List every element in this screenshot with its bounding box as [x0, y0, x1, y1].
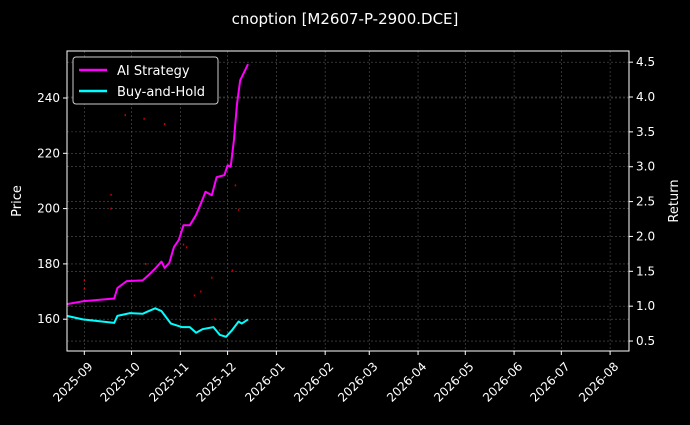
legend-label-ai-strategy: AI Strategy — [117, 64, 190, 79]
y-right-tick-label: 3.5 — [636, 125, 655, 139]
x-tick-label: 2026-06 — [480, 359, 525, 404]
legend: AI Strategy Buy-and-Hold — [72, 56, 219, 105]
x-tick-label: 2026-08 — [576, 359, 621, 404]
y-right-tick-label: 4.5 — [636, 55, 655, 69]
price-point — [182, 243, 185, 246]
y-right-tick-label: 2.5 — [636, 195, 655, 209]
price-point — [110, 193, 112, 196]
x-tick-label: 2026-02 — [291, 359, 336, 404]
y-right-tick-label: 4.0 — [636, 90, 655, 104]
grid — [67, 51, 629, 351]
x-tick-label: 2026-07 — [527, 359, 572, 404]
y-axis-right: 0.5 1.0 1.5 2.0 2.5 3.0 3.5 4.0 4.5 — [629, 55, 655, 348]
x-tick-label: 2026-01 — [242, 359, 287, 404]
y-axis-right-label: Return — [667, 179, 682, 222]
x-axis: 2025-09 2025-10 2025-11 2025-12 2026-01 2026-… — [50, 351, 621, 405]
y-left-tick-label: 240 — [37, 91, 60, 105]
y-right-tick-label: 1.5 — [636, 264, 655, 278]
x-tick-label: 2025-09 — [50, 359, 95, 404]
x-tick-label: 2026-05 — [431, 359, 476, 404]
y-axis-left-label: Price — [10, 185, 25, 217]
series-line-ai-strategy — [66, 63, 249, 306]
price-point — [200, 290, 202, 293]
price-point — [193, 294, 196, 297]
price-point — [214, 318, 216, 321]
price-point — [110, 207, 112, 210]
series-lines — [66, 63, 249, 338]
price-point — [219, 329, 221, 332]
y-left-tick-label: 160 — [37, 312, 60, 326]
price-point — [83, 287, 86, 290]
x-tick-label: 2026-04 — [384, 359, 429, 404]
price-point — [231, 269, 233, 272]
x-tick-label: 2025-10 — [98, 359, 143, 404]
x-tick-label: 2026-03 — [335, 359, 380, 404]
plot-frame — [66, 50, 630, 352]
y-right-tick-label: 2.0 — [636, 229, 655, 243]
y-left-tick-label: 220 — [37, 146, 60, 160]
price-point — [83, 279, 86, 282]
price-point — [145, 262, 147, 265]
y-axis-left: 160 180 200 220 240 — [37, 91, 67, 326]
y-left-tick-label: 200 — [37, 202, 60, 216]
x-tick-label: 2025-11 — [146, 359, 191, 404]
price-point — [124, 114, 126, 117]
series-line-buy-and-hold — [66, 307, 249, 338]
chart-title: cnoption [M2607-P-2900.DCE] — [232, 10, 459, 28]
price-point — [234, 184, 237, 187]
price-point — [185, 246, 188, 249]
price-point — [211, 276, 213, 279]
price-point — [163, 122, 166, 125]
y-right-tick-label: 0.5 — [636, 334, 655, 348]
legend-label-buy-and-hold: Buy-and-Hold — [117, 85, 205, 100]
price-marks — [83, 114, 240, 332]
price-point — [237, 208, 240, 211]
legend-box — [72, 56, 219, 105]
x-tick-label: 2025-12 — [194, 359, 239, 404]
y-right-tick-label: 3.0 — [636, 160, 655, 174]
y-left-tick-label: 180 — [37, 257, 60, 271]
price-point — [143, 117, 145, 120]
y-right-tick-label: 1.0 — [636, 299, 655, 313]
